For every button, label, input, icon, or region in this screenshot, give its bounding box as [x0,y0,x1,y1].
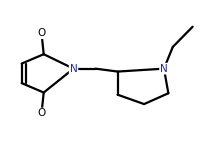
Text: N: N [160,64,168,74]
Text: O: O [37,108,46,119]
Text: O: O [37,28,46,38]
Text: N: N [70,64,77,74]
